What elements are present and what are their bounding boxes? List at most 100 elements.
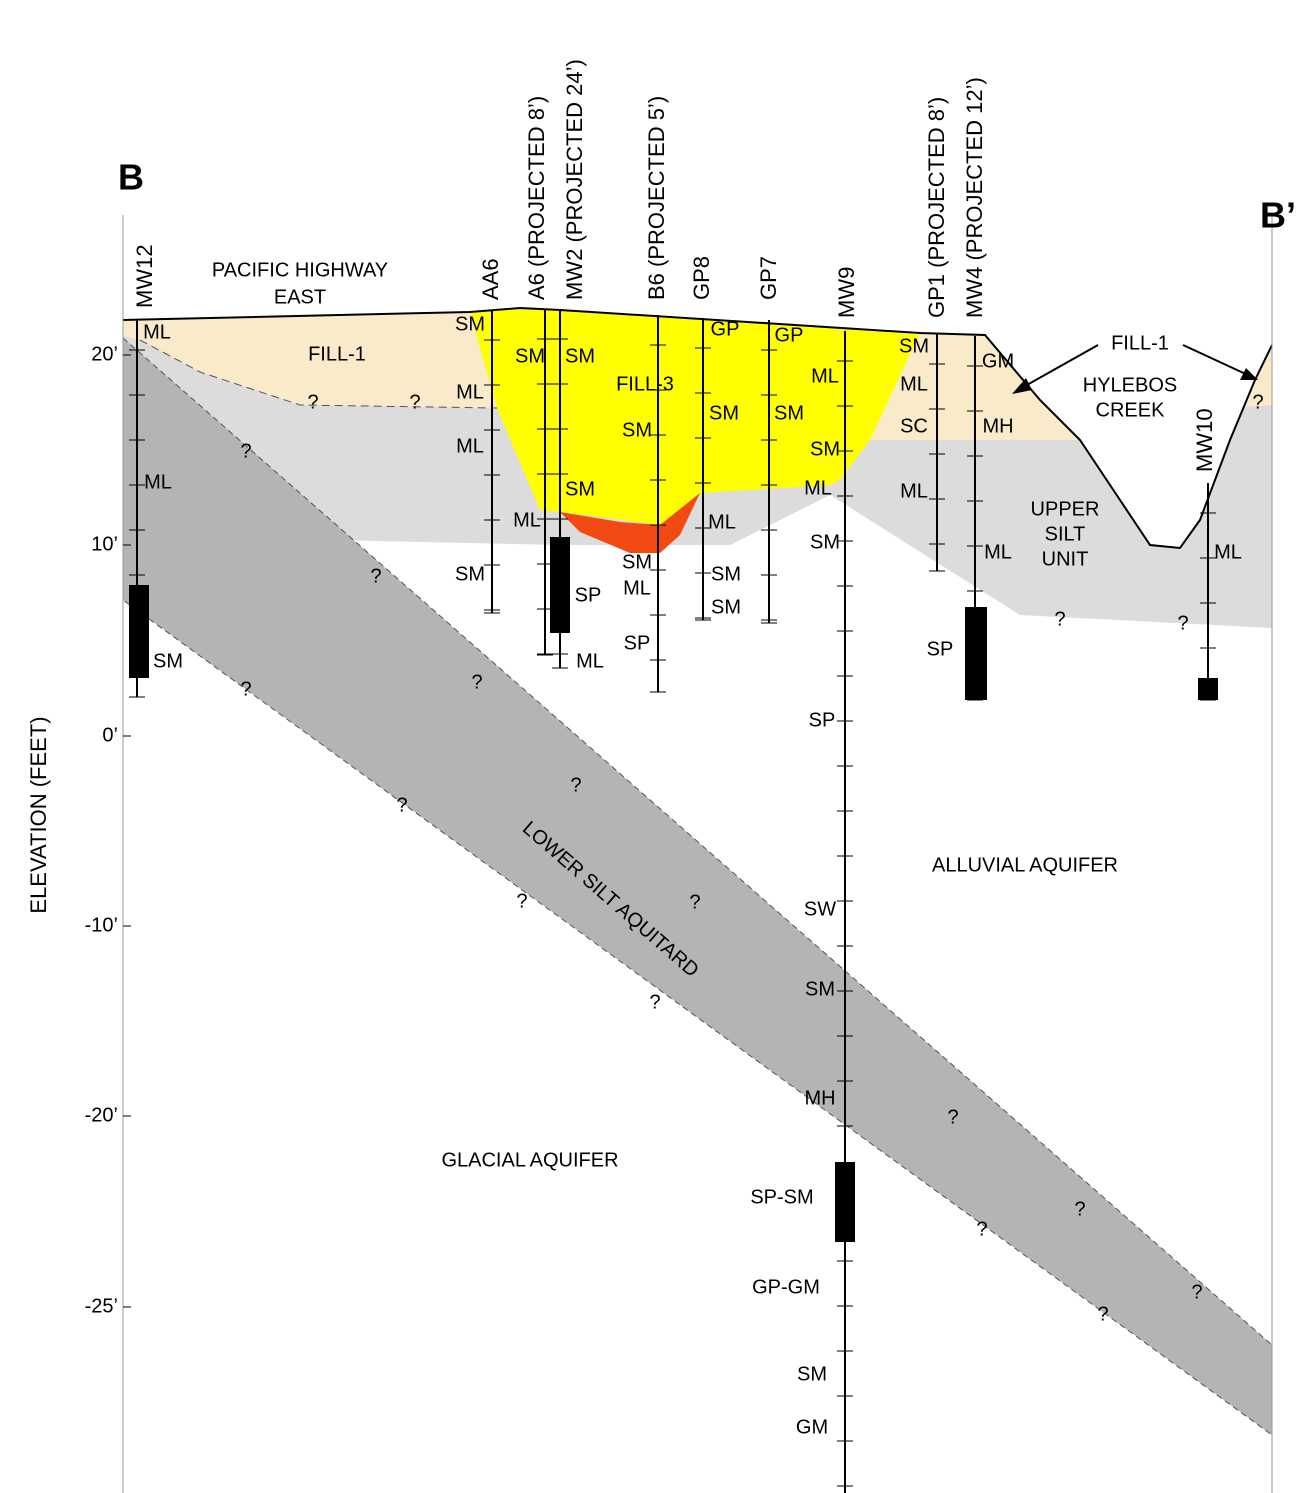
soil-label: SM [805,978,835,1000]
unit-label: UPPER [1031,498,1100,520]
boring-label: GP7 [756,256,781,300]
question-mark: ? [1074,1198,1085,1220]
section-start: B [118,157,144,198]
soil-label: ML [984,541,1012,563]
question-mark: ? [516,890,527,912]
soil-label: SM [565,345,595,367]
soil-label: SM [711,596,741,618]
soil-label: GP [775,324,804,346]
boring-label: A6 (PROJECTED 8’) [524,96,549,300]
question-mark: ? [570,774,581,796]
arrowhead [1240,368,1258,380]
well-screen [1198,678,1218,700]
question-mark: ? [1054,608,1065,630]
unit-label: SILT [1045,523,1086,545]
soil-label: SM [455,313,485,335]
well-screen [965,607,987,700]
unit-label: PACIFIC HIGHWAY [212,259,388,281]
arrow [1183,345,1250,376]
axis-title: ELEVATION (FEET) [26,716,51,913]
soil-label: ML [900,480,928,502]
unit-label: GLACIAL AQUIFER [441,1149,618,1171]
question-mark: ? [370,565,381,587]
unit-label: FILL-1 [308,343,366,365]
soil-label: SM [515,345,545,367]
soil-label: ML [1214,541,1242,563]
soil-label: ML [576,650,604,672]
cross-section: B B’ ELEVATION (FEET) 20’ 10’ 0’ -10’ -20’ -2… [0,0,1304,1493]
soil-label: GP [711,318,740,340]
soil-label: ML [144,471,172,493]
soil-label: MH [982,415,1013,437]
well-screen [835,1162,855,1242]
soil-label: GM [796,1416,828,1438]
soil-label: SP [624,632,651,654]
soil-label: SM [797,1363,827,1385]
boring-label: MW2 (PROJECTED 24’) [562,59,587,300]
soil-label: SM [709,402,739,424]
soil-label: SM [899,335,929,357]
soil-label: MH [804,1087,835,1109]
question-mark: ? [1177,612,1188,634]
question-mark: ? [649,991,660,1013]
question-mark: ? [240,440,251,462]
soil-label: ML [513,509,541,531]
soil-label: ML [143,321,171,343]
question-mark: ? [409,391,420,413]
soil-label: SM [153,650,183,672]
soil-label: ML [708,511,736,533]
elevation-label: -20’ [85,1104,118,1126]
question-mark: ? [689,891,700,913]
soil-label: SM [622,419,652,441]
soil-label: ML [811,365,839,387]
question-mark: ? [307,391,318,413]
elevation-label: -25’ [85,1295,118,1317]
soil-label: ML [456,381,484,403]
soil-label: SM [774,402,804,424]
question-mark: ? [1097,1303,1108,1325]
question-mark: ? [976,1218,987,1240]
soil-label: SP [575,584,602,606]
soil-label: ML [623,577,651,599]
question-mark: ? [1191,1281,1202,1303]
soil-label: SM [565,478,595,500]
section-end: B’ [1260,195,1296,236]
boring-label: MW4 (PROJECTED 12’) [962,77,987,318]
elevation-label: 20’ [91,343,118,365]
soil-label: SM [810,438,840,460]
boring-label: MW10 [1192,408,1217,472]
soil-label: ML [804,477,832,499]
question-mark: ? [471,671,482,693]
well-screen [129,585,149,678]
boring-label: B6 (PROJECTED 5’) [644,96,669,300]
question-mark: ? [1252,391,1263,413]
soil-label: SM [711,563,741,585]
elevation-label: 10’ [91,533,118,555]
soil-label: SM [455,563,485,585]
soil-label: SC [900,415,928,437]
soil-label: SM [810,531,840,553]
soil-label: SP-SM [750,1186,813,1208]
soil-label: GM [982,350,1014,372]
soil-label: SP [927,638,954,660]
well-screen [550,537,570,633]
boring-label: AA6 [478,258,503,300]
question-mark: ? [396,794,407,816]
soil-label: ML [900,373,928,395]
boring-label: MW12 [132,244,157,308]
boring-label: GP8 [689,256,714,300]
soil-label: SW [804,898,836,920]
elevation-label: -10’ [85,914,118,936]
elevation-label: 0’ [102,724,118,746]
soil-label: GP-GM [752,1276,820,1298]
boring-label: GP1 (PROJECTED 8’) [924,97,949,318]
unit-label: CREEK [1096,399,1166,421]
boring-label: MW9 [834,267,859,318]
unit-label: EAST [274,286,326,308]
question-mark: ? [240,678,251,700]
question-mark: ? [947,1106,958,1128]
unit-label: FILL-3 [616,373,674,395]
unit-label: HYLEBOS [1083,374,1177,396]
unit-label: FILL-1 [1111,332,1169,354]
soil-label: SP [809,709,836,731]
